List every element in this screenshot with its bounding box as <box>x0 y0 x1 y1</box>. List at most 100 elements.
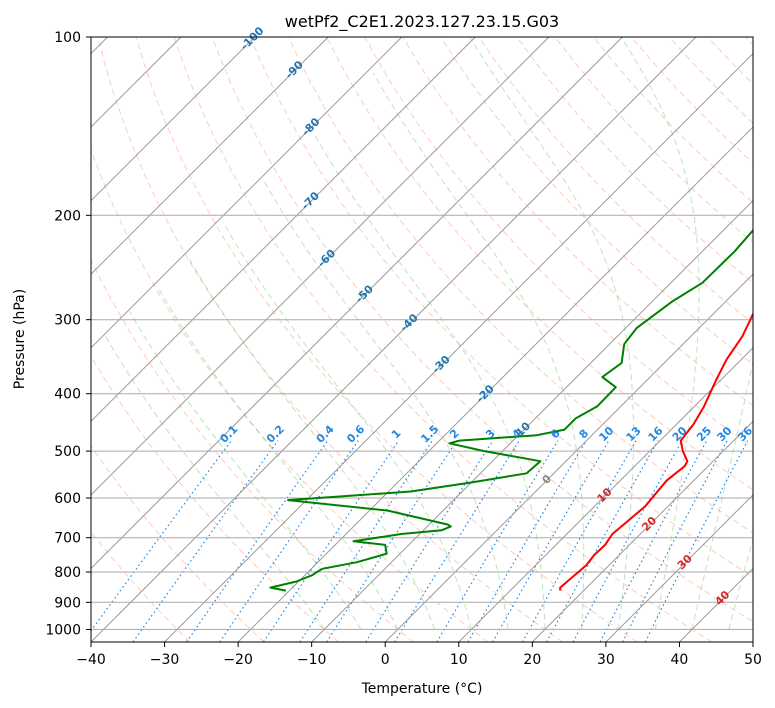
dry-adiabat-line <box>287 37 753 534</box>
moist-adiabat-line <box>312 132 546 630</box>
y-tick-label: 600 <box>54 491 81 507</box>
dry-adiabat-line <box>440 37 753 365</box>
isotherm-line <box>91 37 697 642</box>
y-tick-label: 300 <box>54 313 81 329</box>
dry-adiabat-line <box>91 148 489 642</box>
mixing-ratio-label: 0.4 <box>314 422 337 445</box>
mixing-ratio-label: 10 <box>596 424 616 444</box>
mixing-ratio-line <box>546 440 659 642</box>
moist-adiabat-line <box>187 256 436 630</box>
dry-adiabat-line <box>554 37 753 244</box>
dry-adiabat-line <box>91 258 414 642</box>
moist-adiabat-line <box>691 360 753 630</box>
y-tick-label: 1000 <box>45 622 81 638</box>
y-tick-label: 900 <box>54 595 81 611</box>
chart-title: wetPf2_C2E1.2023.127.23.15.G03 <box>285 12 559 32</box>
plot-frame <box>90 36 754 643</box>
isotherm-line <box>91 37 476 423</box>
isotherm-label: -40 <box>398 311 421 334</box>
isotherm-line <box>531 420 753 642</box>
moist-adiabat-line <box>222 221 472 630</box>
x-tick-label: −40 <box>76 652 106 668</box>
mixing-ratio-label: 13 <box>624 424 644 444</box>
isotherm-label: 30 <box>675 552 695 572</box>
mixing-ratio-label: 25 <box>694 424 714 444</box>
isotherm-label: -70 <box>299 189 322 212</box>
grid-lines <box>91 37 753 642</box>
isotherm-line <box>384 273 753 642</box>
mixing-ratio-line <box>365 440 494 642</box>
y-tick-label: 500 <box>54 444 81 460</box>
mixing-ratio-label: 2 <box>447 427 462 442</box>
dry-adiabat-line <box>326 37 753 491</box>
y-axis-title: Pressure (hPa) <box>12 289 28 389</box>
y-tick-label: 700 <box>54 531 81 547</box>
mixing-ratio-line <box>186 440 329 642</box>
isotherm-line <box>752 641 753 642</box>
dry-adiabat-line <box>516 37 753 284</box>
isotherm-line <box>91 37 256 202</box>
moist-adiabat-line <box>105 336 325 630</box>
mixing-ratio-line <box>262 440 400 642</box>
moist-adiabat-line <box>263 180 509 630</box>
isotherm-label: -100 <box>238 24 267 53</box>
isotherm-label: -80 <box>299 115 322 138</box>
isotherm-line <box>164 52 753 642</box>
mixing-ratio-label: 6 <box>548 427 563 442</box>
moist-adiabat-line <box>372 72 585 630</box>
mixing-ratio-label: 0.2 <box>264 423 287 446</box>
mixing-ratio-line <box>91 440 232 632</box>
mixing-ratio-label: 16 <box>646 424 666 444</box>
dry-adiabat-line <box>249 37 753 578</box>
isotherm-line <box>91 37 329 275</box>
moist-adiabat-line <box>157 287 399 630</box>
x-axis: −40 −30 −20 −10 0 10 20 30 40 50 <box>76 642 762 668</box>
dry-adiabat-line <box>91 445 265 642</box>
mixing-ratio-line <box>644 440 749 642</box>
mixing-ratio-line <box>467 440 587 642</box>
isotherm-label: 10 <box>595 485 615 505</box>
mixing-ratio-label: 8 <box>577 427 592 442</box>
y-tick-label: 100 <box>54 30 81 46</box>
isotherm-label: 0 <box>540 472 555 487</box>
moist-adiabat-line <box>620 37 700 630</box>
x-tick-label: −10 <box>297 652 327 668</box>
isotherm-label: 40 <box>712 588 732 608</box>
mixing-ratio-line <box>599 440 708 642</box>
isotherm-line <box>91 37 403 349</box>
dry-adiabat-line <box>211 37 753 623</box>
isotherm-line <box>237 126 753 642</box>
isotherm-line <box>605 494 753 642</box>
moist-adiabat-line <box>469 37 634 630</box>
mixing-ratio-line <box>299 440 433 642</box>
mixing-ratio-line <box>622 440 728 642</box>
x-tick-label: 40 <box>671 652 689 668</box>
mixing-ratio-label: 0.1 <box>217 423 240 446</box>
mixing-ratio-line <box>436 440 559 642</box>
x-tick-label: −20 <box>223 652 253 668</box>
x-tick-label: −30 <box>150 652 180 668</box>
isotherm-line <box>458 347 753 642</box>
isotherm-line <box>679 567 753 642</box>
mixing-ratio-label: 36 <box>735 424 755 444</box>
y-axis: 100 200 300 400 500 600 700 800 900 1000 <box>45 30 91 638</box>
x-axis-title: Temperature (°C) <box>361 681 483 697</box>
isotherm-label: -90 <box>283 58 306 81</box>
isotherm-label: -50 <box>353 282 376 305</box>
mixing-ratio-line <box>492 440 610 642</box>
isotherm-line <box>91 37 550 496</box>
background-lines <box>91 37 753 642</box>
moist-adiabat-line <box>128 310 362 630</box>
mixing-ratio-line <box>572 440 683 642</box>
y-tick-label: 800 <box>54 565 81 581</box>
isotherm-label: -10 <box>510 419 533 442</box>
mixing-ratio-line <box>326 440 458 642</box>
mixing-ratio-line <box>394 440 520 642</box>
mixing-ratio-line <box>132 440 279 642</box>
x-tick-label: 0 <box>381 652 390 668</box>
sounding-series <box>269 228 753 592</box>
dry-adiabat-line <box>592 37 753 204</box>
temperature-line <box>559 311 753 591</box>
dry-adiabat-line <box>669 37 753 125</box>
mixing-ratio-line <box>521 440 637 642</box>
